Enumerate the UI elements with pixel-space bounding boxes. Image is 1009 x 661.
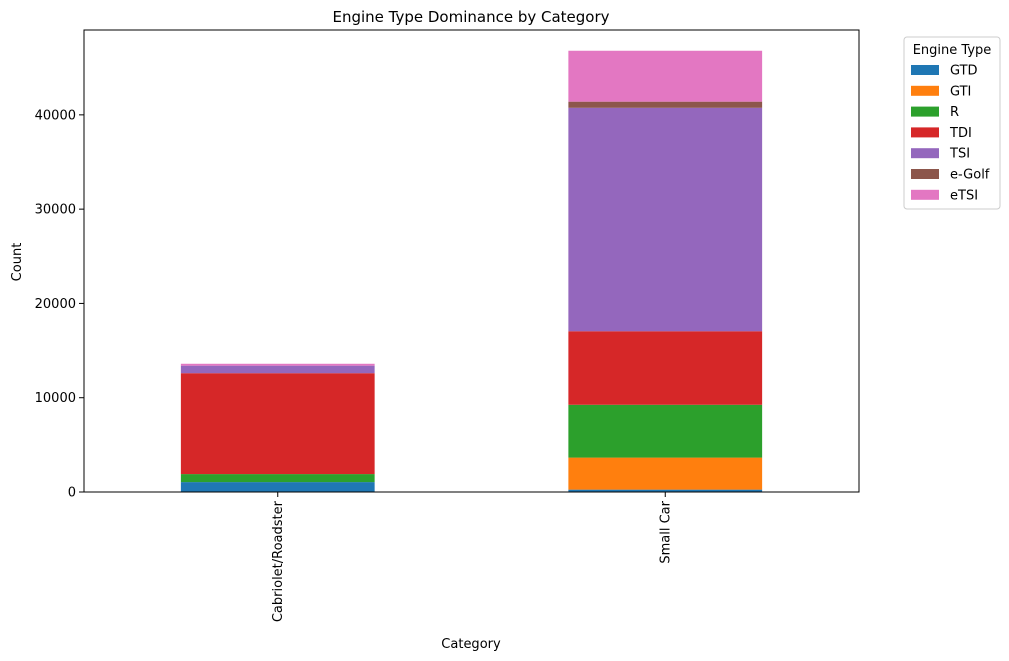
legend-swatch-e-Golf: [911, 169, 939, 179]
legend-swatch-TSI: [911, 148, 939, 159]
x-axis-label: Category: [441, 637, 501, 652]
y-tick-label: 20000: [35, 297, 76, 312]
y-axis-label: Count: [10, 243, 25, 282]
legend-label-e-Golf: e-Golf: [950, 168, 990, 183]
bar-TSI-Cabriolet/Roadster: [180, 365, 375, 374]
bar-eTSI-Cabriolet/Roadster: [180, 363, 375, 366]
legend-frame: [903, 36, 1001, 210]
legend-label-GTI: GTI: [950, 84, 971, 99]
legend-swatch-GTI: [911, 85, 939, 96]
legend-label-eTSI: eTSI: [950, 188, 978, 203]
plot-area: [83, 29, 860, 493]
legend-label-TDI: TDI: [949, 126, 972, 141]
legend: Engine Type GTD GTI R TDI TSI e-Golf eTSI: [903, 36, 1001, 210]
y-tick-label: 10000: [35, 391, 76, 406]
y-axis: 0 10000 20000 30000 40000: [35, 108, 84, 501]
bar-R-Small Car: [568, 404, 763, 458]
chart-title: Engine Type Dominance by Category: [332, 8, 609, 26]
plot-frame: [83, 29, 860, 493]
legend-swatch-R: [911, 106, 939, 117]
y-tick-label: 30000: [35, 203, 76, 218]
x-tick-label: Cabriolet/Roadster: [271, 500, 286, 622]
bar-R-Cabriolet/Roadster: [180, 474, 375, 483]
bar-TSI-Small Car: [568, 107, 763, 332]
legend-swatch-TDI: [911, 127, 939, 138]
bar-TDI-Small Car: [568, 331, 763, 405]
legend-title: Engine Type: [913, 43, 992, 58]
bar-GTI-Small Car: [568, 457, 763, 490]
x-axis: Cabriolet/Roadster Small Car: [271, 492, 673, 622]
bar-eTSI-Small Car: [568, 50, 763, 102]
bar-e-Golf-Small Car: [568, 101, 763, 108]
y-tick-label: 0: [68, 486, 76, 501]
legend-label-GTD: GTD: [950, 64, 978, 79]
legend-swatch-eTSI: [911, 189, 939, 200]
y-tick-label: 40000: [35, 108, 76, 123]
legend-label-R: R: [950, 105, 959, 120]
bar-GTD-Cabriolet/Roadster: [180, 482, 375, 492]
legend-swatch-GTD: [911, 65, 939, 75]
bar-GTD-Small Car: [568, 489, 763, 492]
x-tick-label: Small Car: [658, 500, 673, 563]
bar-TDI-Cabriolet/Roadster: [180, 373, 375, 475]
legend-label-TSI: TSI: [949, 147, 970, 162]
